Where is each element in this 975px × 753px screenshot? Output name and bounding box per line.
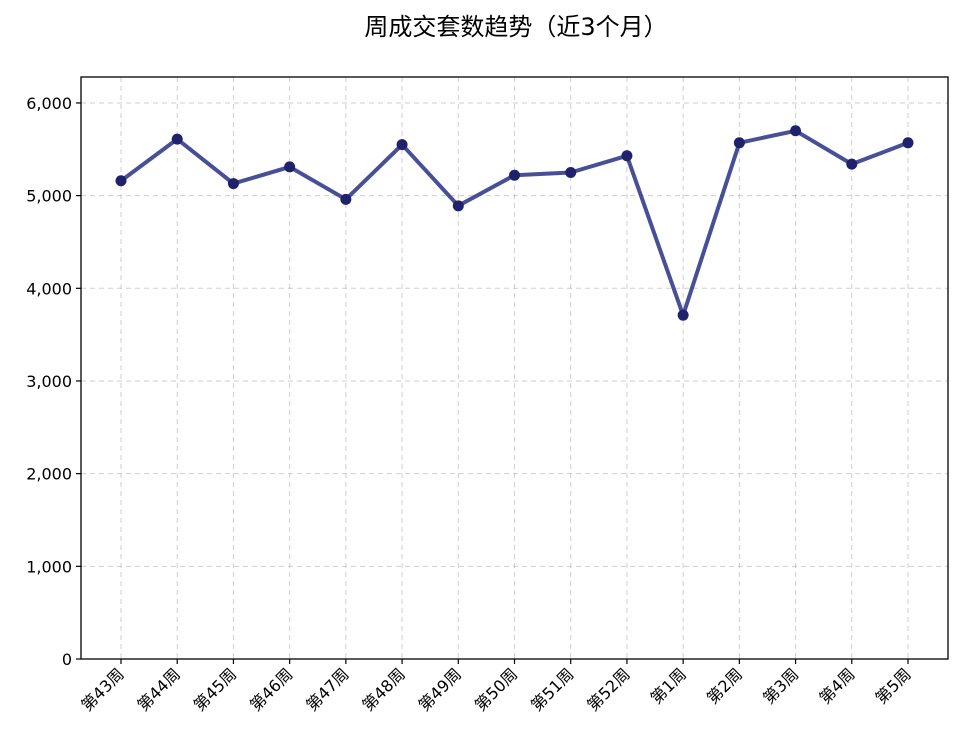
x-axis: 第43周 第44周 第45周 第46周 第47周 第48周 第49周 第50周 第51周 第52周… [77, 659, 915, 715]
x-tick-label: 第2周 [703, 664, 746, 707]
x-tick-label: 第52周 [583, 664, 633, 714]
y-tick-label: 6,000 [26, 94, 72, 113]
data-point[interactable] [790, 125, 802, 137]
chart-title: 周成交套数趋势（近3个月） [364, 13, 667, 41]
x-tick-label: 第49周 [415, 664, 465, 714]
series-layer [115, 125, 914, 321]
data-point[interactable] [452, 200, 464, 212]
y-tick-label: 0 [62, 650, 72, 669]
data-point[interactable] [733, 137, 745, 149]
data-point[interactable] [677, 309, 689, 321]
data-point[interactable] [565, 166, 577, 178]
y-tick-label: 2,000 [26, 465, 72, 484]
x-tick-label: 第46周 [246, 664, 296, 714]
x-tick-label: 第43周 [77, 664, 127, 714]
data-point[interactable] [284, 161, 296, 173]
grid [81, 77, 948, 660]
x-tick-label: 第5周 [872, 664, 915, 707]
y-tick-label: 1,000 [26, 557, 72, 576]
data-point[interactable] [621, 150, 633, 162]
x-tick-label: 第44周 [134, 664, 184, 714]
data-point[interactable] [171, 133, 183, 145]
x-tick-label: 第47周 [302, 664, 352, 714]
y-tick-label: 4,000 [26, 279, 72, 298]
x-tick-label: 第4周 [815, 664, 858, 707]
x-tick-label: 第48周 [358, 664, 408, 714]
x-tick-label: 第45周 [190, 664, 240, 714]
y-tick-label: 3,000 [26, 372, 72, 391]
x-tick-label: 第50周 [471, 664, 521, 714]
data-point[interactable] [227, 178, 239, 190]
data-point[interactable] [115, 175, 127, 187]
x-tick-label: 第3周 [759, 664, 802, 707]
data-point[interactable] [396, 139, 408, 151]
x-tick-label: 第1周 [647, 664, 690, 707]
y-axis: 0 1,000 2,000 3,000 4,000 5,000 6,000 [26, 94, 81, 669]
x-tick-label: 第51周 [527, 664, 577, 714]
y-tick-label: 5,000 [26, 187, 72, 206]
data-point[interactable] [509, 169, 520, 181]
data-point[interactable] [846, 158, 858, 170]
data-point[interactable] [340, 193, 352, 205]
data-point[interactable] [902, 137, 914, 149]
